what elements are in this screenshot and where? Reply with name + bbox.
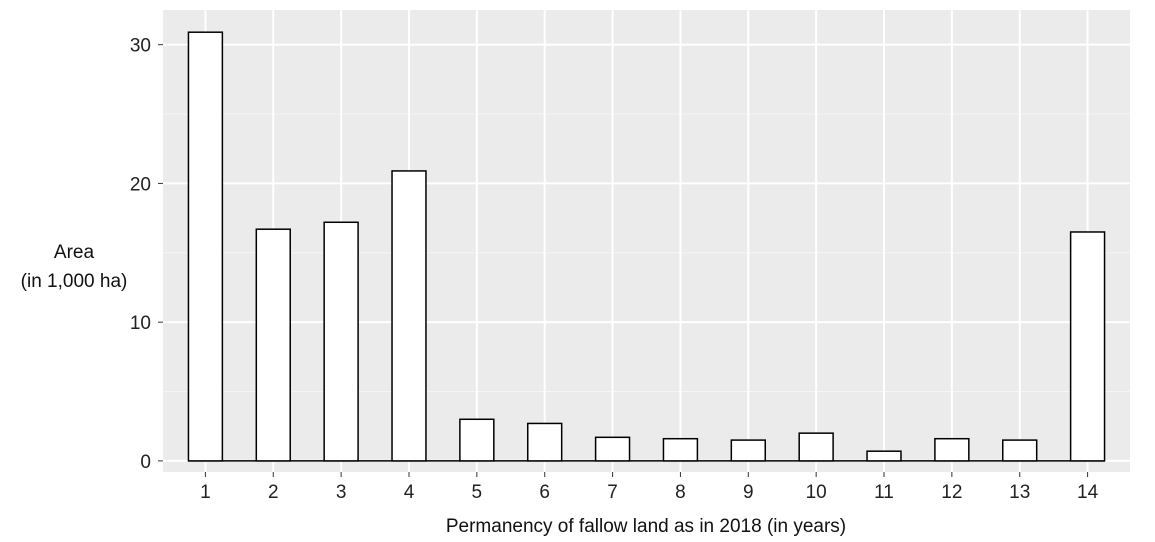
bars — [187, 31, 1106, 462]
x-tick-label: 9 — [743, 482, 754, 503]
x-tick-label: 3 — [336, 482, 347, 503]
x-axis-ticks: 1 2 3 4 5 6 7 8 9 10 11 12 13 14 — [200, 472, 1099, 503]
y-tick-label: 30 — [130, 36, 151, 57]
bar-5 — [459, 418, 495, 462]
bar-12 — [934, 437, 970, 462]
x-tick-label: 7 — [607, 482, 618, 503]
y-tick-label: 0 — [140, 452, 151, 473]
bar-9 — [730, 439, 767, 462]
x-tick-label: 1 — [200, 482, 211, 503]
y-axis-title-line-1: Area — [54, 242, 95, 263]
x-tick-label: 4 — [404, 482, 415, 503]
x-tick-label: 2 — [268, 482, 279, 503]
y-tick-label: 10 — [130, 313, 151, 334]
bar-13 — [1002, 439, 1038, 462]
bar-7 — [594, 436, 631, 462]
x-tick-label: 6 — [539, 482, 550, 503]
major-gridlines — [163, 10, 1130, 472]
x-tick-label: 11 — [874, 482, 894, 503]
bar-1 — [187, 31, 224, 462]
y-tick-label: 20 — [130, 174, 151, 195]
x-axis-title: Permanency of fallow land as in 2018 (in… — [446, 516, 846, 537]
bar-8 — [662, 437, 699, 462]
y-axis-title-line-2: (in 1,000 ha) — [21, 271, 128, 292]
plot-panel — [163, 10, 1130, 472]
bar-11 — [866, 450, 902, 462]
x-tick-label: 8 — [675, 482, 686, 503]
y-axis-ticks: 0 10 20 30 — [130, 36, 163, 473]
bar-4 — [391, 170, 427, 462]
x-tick-label: 14 — [1077, 482, 1099, 503]
bar-6 — [526, 422, 563, 462]
x-tick-label: 5 — [472, 482, 483, 503]
bar-2 — [255, 228, 291, 462]
bar-3 — [323, 221, 359, 462]
bar-14 — [1069, 231, 1106, 462]
x-tick-label: 13 — [1009, 482, 1030, 503]
bar-10 — [798, 432, 834, 462]
x-tick-label: 10 — [806, 482, 827, 503]
x-tick-label: 12 — [941, 482, 962, 503]
